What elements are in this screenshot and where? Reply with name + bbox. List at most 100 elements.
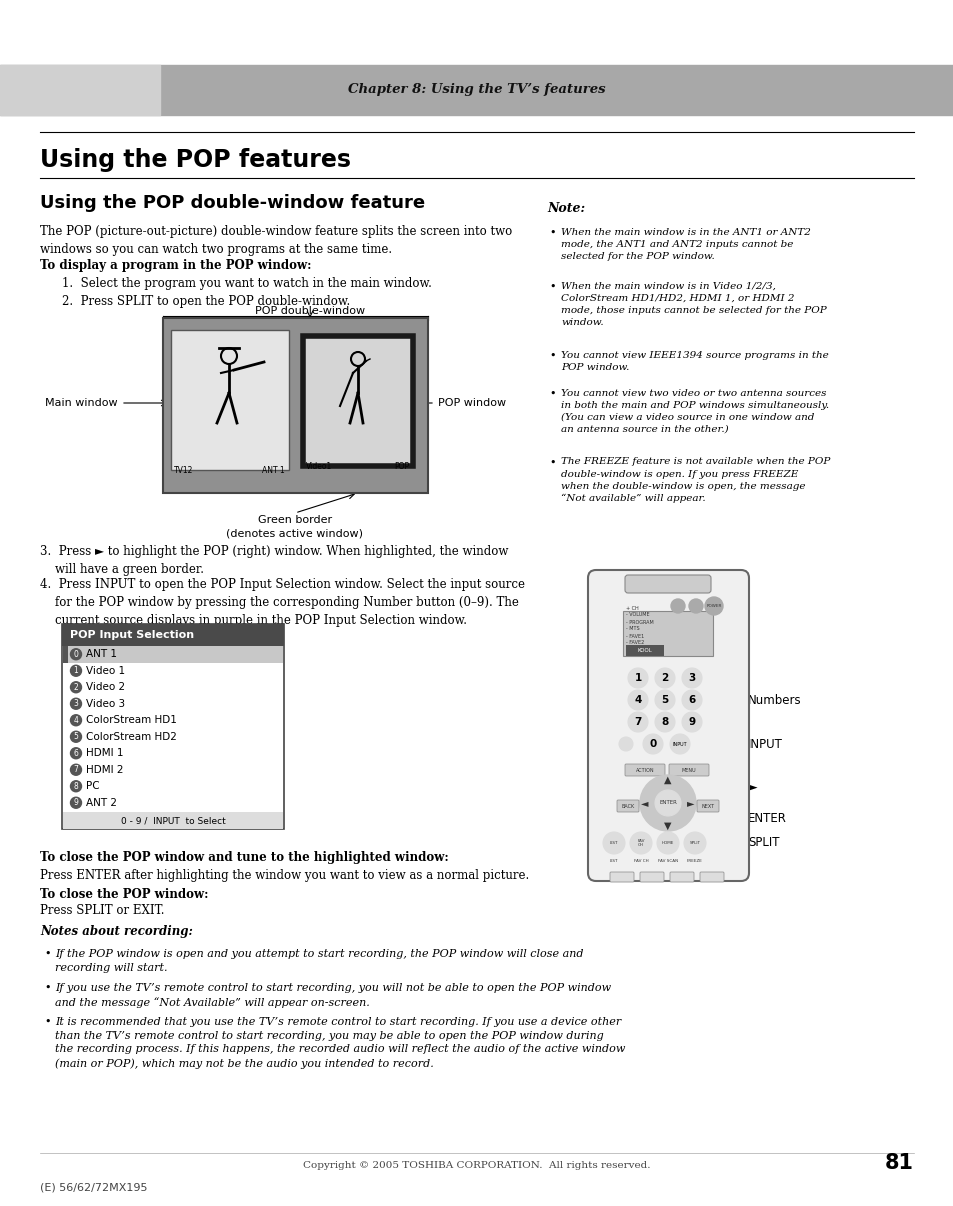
Text: POP double-window: POP double-window bbox=[254, 306, 365, 316]
Text: You cannot view IEEE1394 source programs in the
POP window.: You cannot view IEEE1394 source programs… bbox=[560, 351, 828, 371]
Circle shape bbox=[618, 737, 633, 751]
Circle shape bbox=[681, 668, 701, 687]
Text: 3.  Press ► to highlight the POP (right) window. When highlighted, the window
  : 3. Press ► to highlight the POP (right) … bbox=[40, 545, 508, 576]
Text: (E) 56/62/72MX195: (E) 56/62/72MX195 bbox=[40, 1183, 148, 1193]
Text: - MTS: - MTS bbox=[625, 626, 639, 632]
Text: 2.  Press SPLIT to open the POP double-window.: 2. Press SPLIT to open the POP double-wi… bbox=[62, 295, 350, 309]
Circle shape bbox=[629, 832, 651, 854]
Circle shape bbox=[71, 681, 81, 692]
Text: Video 3: Video 3 bbox=[86, 698, 125, 709]
Text: 5: 5 bbox=[73, 732, 78, 742]
Text: To close the POP window:: To close the POP window: bbox=[40, 888, 209, 901]
Text: - VOLUME: - VOLUME bbox=[625, 613, 649, 617]
Text: 4: 4 bbox=[73, 715, 78, 725]
Text: + CH: + CH bbox=[625, 605, 639, 610]
Text: ►: ► bbox=[747, 781, 757, 795]
Text: 2: 2 bbox=[73, 683, 78, 692]
Text: ANT 2: ANT 2 bbox=[86, 797, 117, 808]
Text: Video1: Video1 bbox=[306, 462, 332, 472]
Text: 7: 7 bbox=[73, 766, 78, 774]
Text: 0 - 9 /  INPUT  to Select: 0 - 9 / INPUT to Select bbox=[120, 816, 225, 825]
Text: HDMI 2: HDMI 2 bbox=[86, 765, 123, 774]
Text: SPLIT: SPLIT bbox=[747, 837, 779, 849]
Text: FAV CH: FAV CH bbox=[633, 859, 648, 863]
Bar bbox=[622, 611, 712, 656]
Text: You cannot view two video or two antenna sources
in both the main and POP window: You cannot view two video or two antenna… bbox=[560, 388, 828, 434]
Text: LIST: LIST bbox=[609, 859, 618, 863]
Text: Chapter 8: Using the TV’s features: Chapter 8: Using the TV’s features bbox=[348, 83, 605, 96]
Text: FAV SCAN: FAV SCAN bbox=[658, 859, 678, 863]
Text: 81: 81 bbox=[884, 1153, 913, 1173]
FancyBboxPatch shape bbox=[697, 800, 719, 812]
Text: •: • bbox=[44, 983, 51, 993]
Text: Numbers: Numbers bbox=[747, 693, 801, 707]
Text: INPUT: INPUT bbox=[747, 738, 782, 750]
Bar bbox=[303, 336, 413, 466]
Text: KOOL: KOOL bbox=[637, 648, 652, 652]
FancyBboxPatch shape bbox=[624, 763, 664, 775]
Text: - FAVE2: - FAVE2 bbox=[625, 640, 643, 645]
Text: HOME: HOME bbox=[661, 841, 674, 845]
Text: ACTION: ACTION bbox=[635, 767, 654, 773]
Text: Video 2: Video 2 bbox=[86, 683, 125, 692]
Text: ANT 1: ANT 1 bbox=[86, 649, 117, 660]
Text: ANT 1: ANT 1 bbox=[262, 466, 285, 475]
Text: ▼: ▼ bbox=[663, 821, 671, 831]
Text: INPUT: INPUT bbox=[672, 742, 686, 747]
Text: HDMI 1: HDMI 1 bbox=[86, 748, 123, 759]
Text: •: • bbox=[44, 949, 51, 959]
Bar bbox=[0, 65, 953, 115]
Bar bbox=[62, 624, 284, 646]
Text: ENTER: ENTER bbox=[659, 801, 677, 806]
Text: POP Input Selection: POP Input Selection bbox=[70, 630, 193, 640]
Text: 9: 9 bbox=[688, 718, 695, 727]
Circle shape bbox=[642, 734, 662, 754]
Text: •: • bbox=[548, 228, 555, 238]
Bar bbox=[63, 646, 283, 662]
FancyBboxPatch shape bbox=[668, 763, 708, 775]
Text: •: • bbox=[548, 457, 555, 468]
Text: •: • bbox=[44, 1017, 51, 1028]
Text: ENTER: ENTER bbox=[747, 812, 786, 825]
Text: 3: 3 bbox=[688, 673, 695, 683]
Text: FAV
CH: FAV CH bbox=[637, 838, 644, 848]
Circle shape bbox=[670, 599, 684, 613]
Text: Press ENTER after highlighting the window you want to view as a normal picture.: Press ENTER after highlighting the windo… bbox=[40, 868, 529, 882]
Bar bbox=[62, 624, 284, 829]
Circle shape bbox=[602, 832, 624, 854]
Text: Copyright © 2005 TOSHIBA CORPORATION.  All rights reserved.: Copyright © 2005 TOSHIBA CORPORATION. Al… bbox=[303, 1161, 650, 1171]
Text: Notes about recording:: Notes about recording: bbox=[40, 925, 193, 937]
Text: 1: 1 bbox=[73, 666, 78, 675]
Circle shape bbox=[669, 734, 689, 754]
Text: Main window: Main window bbox=[46, 398, 118, 408]
Bar bbox=[163, 318, 428, 493]
Circle shape bbox=[627, 712, 647, 732]
FancyBboxPatch shape bbox=[669, 872, 693, 882]
FancyBboxPatch shape bbox=[700, 872, 723, 882]
Text: Green border
(denotes active window): Green border (denotes active window) bbox=[226, 515, 363, 538]
Text: 8: 8 bbox=[73, 781, 78, 791]
Circle shape bbox=[688, 599, 702, 613]
Circle shape bbox=[655, 712, 675, 732]
Text: Using the POP features: Using the POP features bbox=[40, 148, 351, 172]
Circle shape bbox=[681, 690, 701, 710]
Text: Using the POP double-window feature: Using the POP double-window feature bbox=[40, 194, 425, 212]
Circle shape bbox=[681, 712, 701, 732]
Text: LIST: LIST bbox=[609, 841, 618, 845]
Circle shape bbox=[71, 780, 81, 792]
Text: SPLIT: SPLIT bbox=[689, 841, 700, 845]
Text: •: • bbox=[548, 281, 555, 292]
FancyBboxPatch shape bbox=[617, 800, 639, 812]
Text: POP: POP bbox=[394, 462, 409, 472]
Text: To display a program in the POP window:: To display a program in the POP window: bbox=[40, 258, 312, 271]
Text: ◄: ◄ bbox=[640, 798, 648, 808]
Text: 7: 7 bbox=[634, 718, 641, 727]
Bar bbox=[63, 646, 68, 662]
FancyBboxPatch shape bbox=[587, 570, 748, 882]
Text: 8: 8 bbox=[660, 718, 668, 727]
Text: BACK: BACK bbox=[620, 803, 634, 808]
Bar bbox=[171, 330, 289, 470]
Text: MENU: MENU bbox=[681, 767, 696, 773]
Circle shape bbox=[704, 597, 722, 615]
Bar bbox=[63, 812, 283, 829]
